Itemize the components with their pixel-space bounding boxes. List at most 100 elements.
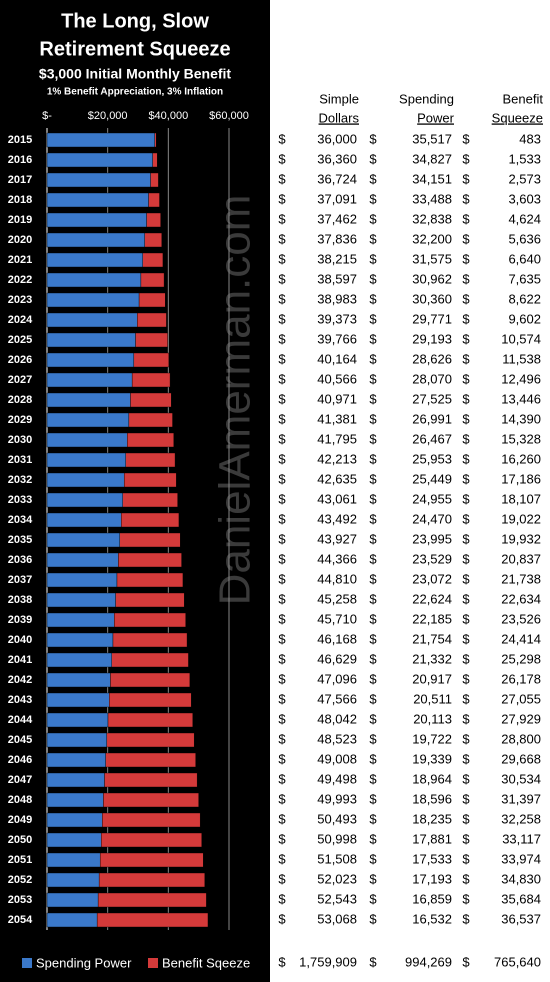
table-cell: 19,722: [412, 731, 452, 746]
currency-symbol: $: [462, 691, 470, 706]
currency-symbol: $: [369, 311, 377, 326]
bar-segment: [127, 432, 174, 448]
table-cell: 26,467: [412, 431, 452, 446]
table-cell: 30,962: [412, 271, 452, 286]
table-cell: 48,523: [317, 731, 357, 746]
currency-symbol: $: [462, 511, 470, 526]
table-cell: 30,534: [501, 771, 541, 786]
bar-segment: [109, 692, 192, 708]
currency-symbol: $: [462, 671, 470, 686]
bar-segment: [107, 712, 193, 728]
currency-symbol: $: [369, 711, 377, 726]
currency-symbol: $: [369, 791, 377, 806]
currency-symbol: $: [462, 431, 470, 446]
table-cell: 18,235: [412, 811, 452, 826]
y-tick-label: 2044: [8, 714, 33, 726]
table-cell: 23,995: [412, 531, 452, 546]
currency-symbol: $: [369, 331, 377, 346]
table-cell: 24,470: [412, 511, 452, 526]
y-tick-label: 2054: [8, 914, 33, 926]
table-cell: 33,974: [501, 851, 541, 866]
bar-segment: [46, 792, 104, 808]
bar-segment: [46, 432, 128, 448]
currency-symbol: $: [369, 411, 377, 426]
currency-symbol: $: [278, 151, 286, 166]
table-cell: 27,525: [412, 391, 452, 406]
table-cell: 2,573: [508, 171, 541, 186]
y-tick-label: 2032: [8, 474, 32, 486]
currency-symbol: $: [369, 651, 377, 666]
y-tick-label: 2031: [8, 454, 32, 466]
currency-symbol: $: [369, 571, 377, 586]
currency-symbol: $: [278, 211, 286, 226]
table-cell: 20,917: [412, 671, 452, 686]
currency-symbol: $: [278, 851, 286, 866]
bar-segment: [133, 352, 170, 368]
bar-segment: [110, 672, 191, 688]
currency-symbol: $: [278, 531, 286, 546]
table-cell: 42,213: [317, 451, 357, 466]
table-cell: 3,603: [508, 191, 541, 206]
bar-segment: [121, 512, 180, 528]
table-cell: 45,258: [317, 591, 357, 606]
currency-symbol: $: [462, 711, 470, 726]
column-header: Simple: [319, 91, 359, 106]
y-tick-label: 2053: [8, 894, 32, 906]
currency-symbol: $: [278, 691, 286, 706]
currency-symbol: $: [278, 771, 286, 786]
table-cell: 483: [519, 131, 541, 146]
currency-symbol: $: [462, 651, 470, 666]
table-cell: 25,298: [501, 651, 541, 666]
y-tick-label: 2048: [8, 794, 32, 806]
currency-symbol: $: [278, 731, 286, 746]
currency-symbol: $: [462, 171, 470, 186]
currency-symbol: $: [278, 291, 286, 306]
table-cell: 18,964: [412, 771, 452, 786]
bar-segment: [150, 172, 159, 188]
currency-symbol: $: [369, 731, 377, 746]
currency-symbol: $: [462, 831, 470, 846]
y-tick-label: 2043: [8, 694, 32, 706]
table-cell: 15,328: [501, 431, 541, 446]
table-cell: 50,493: [317, 811, 357, 826]
currency-symbol: $: [369, 851, 377, 866]
bar-segment: [105, 752, 196, 768]
bar-segment: [154, 132, 157, 148]
bar-segment: [46, 292, 140, 308]
column-header: Power: [417, 110, 455, 125]
x-tick-label: $-: [42, 110, 52, 122]
table-cell: 19,339: [412, 751, 452, 766]
y-tick-label: 2041: [8, 654, 32, 666]
bar-segment: [46, 372, 133, 388]
currency-symbol: $: [278, 391, 286, 406]
bar-segment: [46, 552, 119, 568]
currency-symbol: $: [369, 811, 377, 826]
table-cell: 49,993: [317, 791, 357, 806]
table-cell: 28,626: [412, 351, 452, 366]
y-tick-label: 2035: [8, 534, 32, 546]
legend-label: Spending Power: [36, 955, 132, 970]
bar-segment: [128, 412, 173, 428]
table-cell: 17,186: [501, 471, 541, 486]
currency-symbol: $: [369, 831, 377, 846]
table-cell: 36,360: [317, 151, 357, 166]
bar-segment: [114, 612, 186, 628]
table-cell: 7,635: [508, 271, 541, 286]
currency-symbol: $: [462, 531, 470, 546]
y-tick-label: 2020: [8, 234, 32, 246]
currency-symbol: $: [462, 211, 470, 226]
table-cell: 35,684: [501, 891, 541, 906]
table-cell: 16,260: [501, 451, 541, 466]
currency-symbol: $: [369, 551, 377, 566]
table-cell: 23,529: [412, 551, 452, 566]
bar-segment: [104, 772, 198, 788]
currency-symbol: $: [462, 451, 470, 466]
table-cell: 13,446: [501, 391, 541, 406]
bar-segment: [46, 752, 106, 768]
currency-symbol: $: [462, 131, 470, 146]
column-header: Dollars: [319, 110, 360, 125]
currency-symbol: $: [278, 711, 286, 726]
currency-symbol: $: [278, 311, 286, 326]
currency-symbol: $: [462, 751, 470, 766]
currency-symbol: $: [462, 151, 470, 166]
